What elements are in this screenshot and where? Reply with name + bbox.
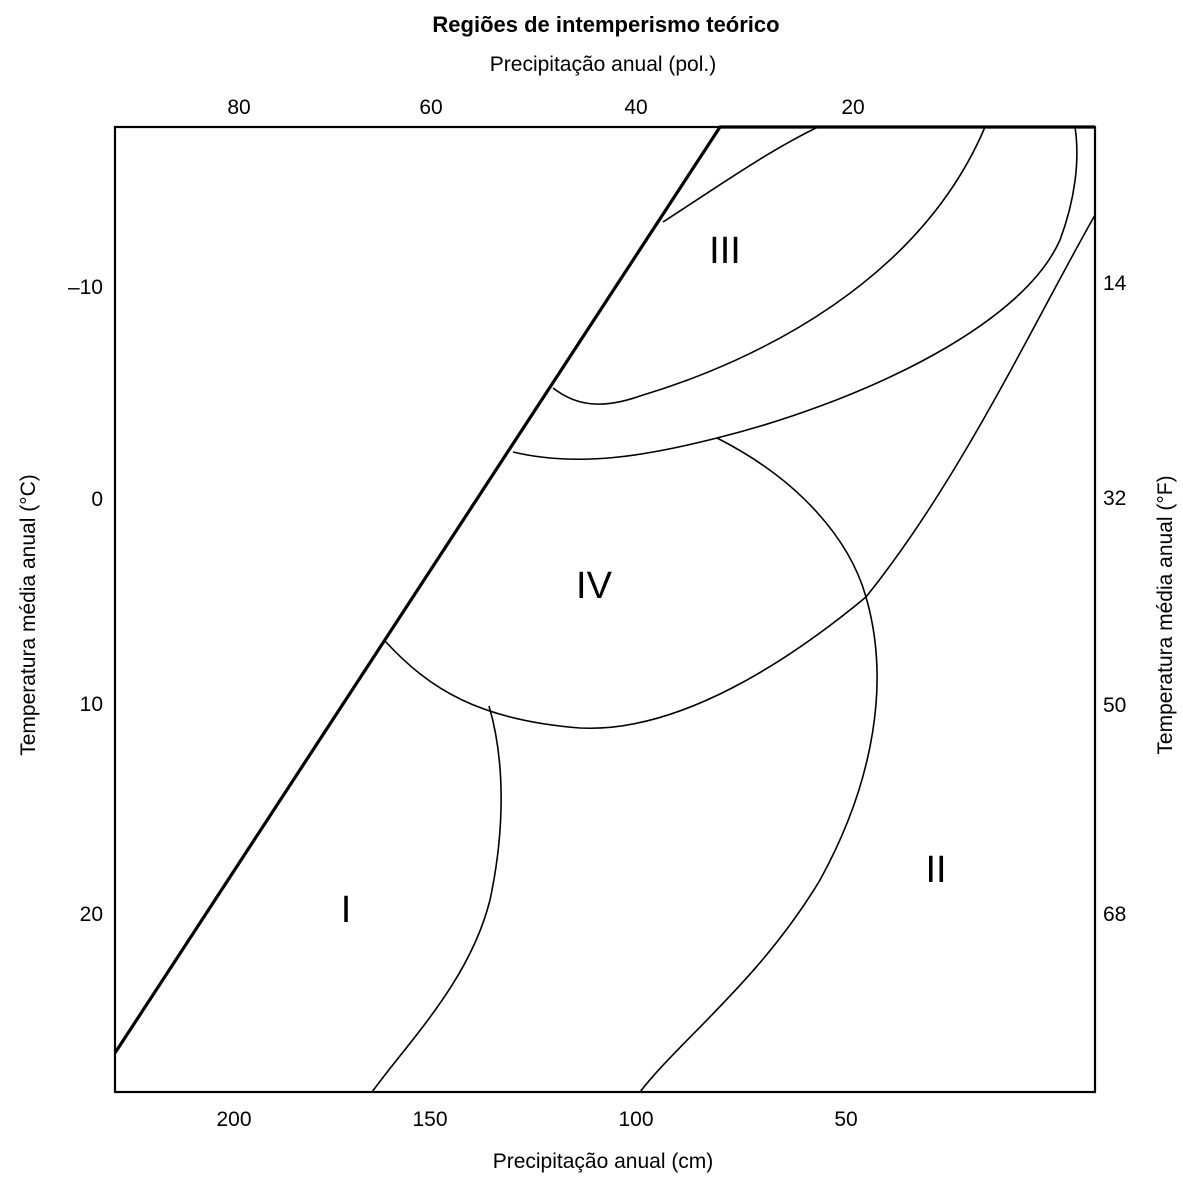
left-tick-20: 20 <box>80 903 103 926</box>
left-axis-label: Temperatura média anual (°C) <box>17 474 40 756</box>
region-i-label: I <box>341 889 352 931</box>
left-tick-10: 10 <box>80 693 103 716</box>
plot-frame <box>113 125 1097 1094</box>
region-iv-lower-edge <box>384 596 867 729</box>
region-ii-upper-edge <box>865 214 1096 598</box>
top-tick-60: 60 <box>419 96 442 119</box>
right-axis-label: Temperatura média anual (°F) <box>1154 475 1177 754</box>
left-tick-minus10: –10 <box>68 276 103 299</box>
right-tick-14: 14 <box>1103 272 1127 295</box>
region-ii-label: II <box>925 849 946 891</box>
right-tick-50: 50 <box>1103 694 1126 717</box>
right-tick-68: 68 <box>1103 903 1126 926</box>
region-iii-lower-edge <box>552 126 986 405</box>
region-iv-label: IV <box>576 565 613 607</box>
right-tick-32: 32 <box>1103 487 1126 510</box>
top-axis-label: Precipitação anual (pol.) <box>490 53 716 76</box>
region-ii-inner-edge <box>639 437 878 1093</box>
bottom-tick-50: 50 <box>834 1108 857 1131</box>
top-tick-80: 80 <box>227 96 250 119</box>
region-iii-outer-band-edge <box>512 126 1078 461</box>
left-tick-0: 0 <box>91 488 103 511</box>
bottom-tick-200: 200 <box>216 1108 251 1131</box>
top-tick-20: 20 <box>841 96 864 119</box>
diagram-title: Regiões de intemperismo teórico <box>432 12 779 37</box>
bottom-tick-150: 150 <box>412 1108 447 1131</box>
region-i-edge <box>371 705 502 1093</box>
region-iii-label: III <box>709 230 741 272</box>
bottom-axis-label: Precipitação anual (cm) <box>493 1150 714 1173</box>
region-iii-upper-edge <box>662 126 819 223</box>
bottom-tick-100: 100 <box>618 1108 653 1131</box>
top-tick-40: 40 <box>624 96 647 119</box>
arid-limit-boundary <box>113 125 1095 1054</box>
